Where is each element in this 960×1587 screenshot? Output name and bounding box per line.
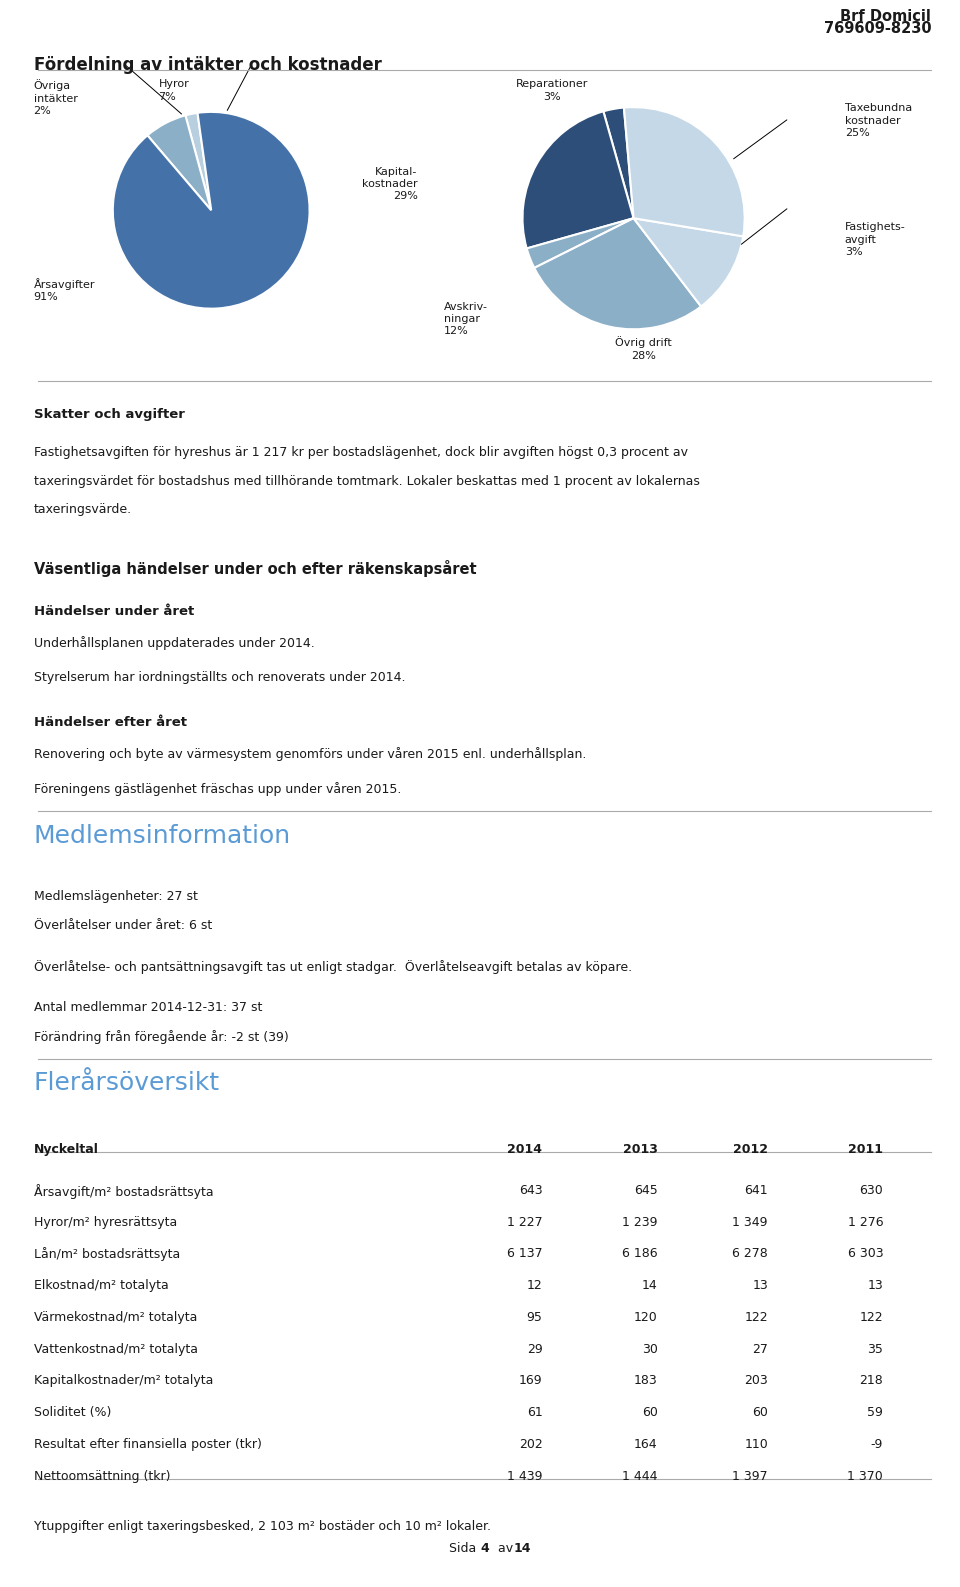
Text: Övriga
intäkter
2%: Övriga intäkter 2% <box>34 79 78 116</box>
Text: Reparationer
3%: Reparationer 3% <box>516 79 588 102</box>
Text: Nettoomsättning (tkr): Nettoomsättning (tkr) <box>34 1470 170 1482</box>
Text: 122: 122 <box>744 1311 768 1324</box>
Text: Händelser under året: Händelser under året <box>34 605 194 617</box>
Text: Årsavgift/m² bostadsrättsyta: Årsavgift/m² bostadsrättsyta <box>34 1184 213 1198</box>
Text: Värmekostnad/m² totalyta: Värmekostnad/m² totalyta <box>34 1311 197 1324</box>
Text: Styrelserum har iordningställts och renoverats under 2014.: Styrelserum har iordningställts och reno… <box>34 671 405 684</box>
Text: 60: 60 <box>752 1406 768 1419</box>
Text: 1 444: 1 444 <box>622 1470 658 1482</box>
Text: Ytuppgifter enligt taxeringsbesked, 2 103 m² bostäder och 10 m² lokaler.: Ytuppgifter enligt taxeringsbesked, 2 10… <box>34 1520 491 1533</box>
Wedge shape <box>185 113 211 209</box>
Text: 6 137: 6 137 <box>507 1247 542 1260</box>
Text: Underhållsplanen uppdaterades under 2014.: Underhållsplanen uppdaterades under 2014… <box>34 636 314 651</box>
Text: Brf Domicil: Brf Domicil <box>840 8 931 24</box>
Text: Avskriv-
ningar
12%: Avskriv- ningar 12% <box>444 302 488 336</box>
Text: Elkostnad/m² totalyta: Elkostnad/m² totalyta <box>34 1279 168 1292</box>
Text: 183: 183 <box>634 1374 658 1387</box>
Text: 164: 164 <box>634 1438 658 1451</box>
Text: Fastighets-
avgift
3%: Fastighets- avgift 3% <box>845 222 905 257</box>
Text: 12: 12 <box>527 1279 542 1292</box>
Text: Överlåtelser under året: 6 st: Överlåtelser under året: 6 st <box>34 919 212 932</box>
Text: 122: 122 <box>859 1311 883 1324</box>
Text: 2014: 2014 <box>508 1143 542 1155</box>
Text: 2013: 2013 <box>623 1143 658 1155</box>
Wedge shape <box>148 116 211 209</box>
Text: 1 276: 1 276 <box>848 1216 883 1228</box>
Text: Väsentliga händelser under och efter räkenskapsåret: Väsentliga händelser under och efter räk… <box>34 560 476 578</box>
Text: 203: 203 <box>744 1374 768 1387</box>
Text: 1 439: 1 439 <box>507 1470 542 1482</box>
Wedge shape <box>535 219 701 329</box>
Text: 14: 14 <box>642 1279 658 1292</box>
Text: 27: 27 <box>752 1343 768 1355</box>
Text: -9: -9 <box>871 1438 883 1451</box>
Text: 2011: 2011 <box>849 1143 883 1155</box>
Text: Hyror/m² hyresrättsyta: Hyror/m² hyresrättsyta <box>34 1216 177 1228</box>
Text: Skatter och avgifter: Skatter och avgifter <box>34 408 184 421</box>
Text: 169: 169 <box>518 1374 542 1387</box>
Text: 59: 59 <box>867 1406 883 1419</box>
Text: 1 239: 1 239 <box>622 1216 658 1228</box>
Text: 641: 641 <box>744 1184 768 1197</box>
Text: Nyckeltal: Nyckeltal <box>34 1143 99 1155</box>
Text: 218: 218 <box>859 1374 883 1387</box>
Text: Fastighetsavgiften för hyreshus är 1 217 kr per bostadslägenhet, dock blir avgif: Fastighetsavgiften för hyreshus är 1 217… <box>34 446 687 459</box>
Wedge shape <box>113 113 309 308</box>
Text: 1 349: 1 349 <box>732 1216 768 1228</box>
Text: Händelser efter året: Händelser efter året <box>34 716 186 728</box>
Text: Resultat efter finansiella poster (tkr): Resultat efter finansiella poster (tkr) <box>34 1438 261 1451</box>
Wedge shape <box>603 108 634 219</box>
Text: 769609-8230: 769609-8230 <box>824 21 931 37</box>
Text: 35: 35 <box>867 1343 883 1355</box>
Text: Förändring från föregående år: -2 st (39): Förändring från föregående år: -2 st (39… <box>34 1030 288 1044</box>
Text: Övrig drift
28%: Övrig drift 28% <box>614 336 672 360</box>
Text: 110: 110 <box>744 1438 768 1451</box>
Text: 6 303: 6 303 <box>848 1247 883 1260</box>
Text: Taxebundna
kostnader
25%: Taxebundna kostnader 25% <box>845 103 912 138</box>
Text: 30: 30 <box>641 1343 658 1355</box>
Text: 1 397: 1 397 <box>732 1470 768 1482</box>
Text: 4: 4 <box>480 1543 489 1555</box>
Text: 13: 13 <box>753 1279 768 1292</box>
Text: taxeringsvärde.: taxeringsvärde. <box>34 503 132 516</box>
Text: Flerårsöversikt: Flerårsöversikt <box>34 1071 220 1095</box>
Text: 202: 202 <box>518 1438 542 1451</box>
Text: Fördelning av intäkter och kostnader: Fördelning av intäkter och kostnader <box>34 56 381 73</box>
Text: 6 278: 6 278 <box>732 1247 768 1260</box>
Text: 14: 14 <box>514 1543 531 1555</box>
Text: Lån/m² bostadsrättsyta: Lån/m² bostadsrättsyta <box>34 1247 180 1262</box>
Text: Årsavgifter
91%: Årsavgifter 91% <box>34 278 95 302</box>
Text: av: av <box>494 1543 517 1555</box>
Text: 630: 630 <box>859 1184 883 1197</box>
Text: 13: 13 <box>868 1279 883 1292</box>
Text: Antal medlemmar 2014-12-31: 37 st: Antal medlemmar 2014-12-31: 37 st <box>34 1001 262 1014</box>
Text: Kapital-
kostnader
29%: Kapital- kostnader 29% <box>362 167 418 202</box>
Text: 29: 29 <box>527 1343 542 1355</box>
Wedge shape <box>624 108 745 236</box>
Text: Överlåtelse- och pantsättningsavgift tas ut enligt stadgar.  Överlåtelseavgift b: Överlåtelse- och pantsättningsavgift tas… <box>34 960 632 974</box>
Wedge shape <box>527 219 634 268</box>
Text: Hyror
7%: Hyror 7% <box>158 79 189 102</box>
Wedge shape <box>522 111 634 249</box>
Text: 1 370: 1 370 <box>848 1470 883 1482</box>
Text: Renovering och byte av värmesystem genomförs under våren 2015 enl. underhållspla: Renovering och byte av värmesystem genom… <box>34 747 586 762</box>
Text: Kapitalkostnader/m² totalyta: Kapitalkostnader/m² totalyta <box>34 1374 213 1387</box>
Text: Soliditet (%): Soliditet (%) <box>34 1406 111 1419</box>
Wedge shape <box>634 219 743 306</box>
Text: 643: 643 <box>518 1184 542 1197</box>
Text: Medlemsinformation: Medlemsinformation <box>34 824 291 847</box>
Text: 6 186: 6 186 <box>622 1247 658 1260</box>
Text: 60: 60 <box>641 1406 658 1419</box>
Text: taxeringsvärdet för bostadshus med tillhörande tomtmark. Lokaler beskattas med 1: taxeringsvärdet för bostadshus med tillh… <box>34 475 700 487</box>
Text: Vattenkostnad/m² totalyta: Vattenkostnad/m² totalyta <box>34 1343 198 1355</box>
Text: 61: 61 <box>527 1406 542 1419</box>
Text: Sida: Sida <box>448 1543 480 1555</box>
Text: Medlemslägenheter: 27 st: Medlemslägenheter: 27 st <box>34 890 198 903</box>
Text: 645: 645 <box>634 1184 658 1197</box>
Text: 95: 95 <box>526 1311 542 1324</box>
Text: 1 227: 1 227 <box>507 1216 542 1228</box>
Text: Föreningens gästlägenhet fräschas upp under våren 2015.: Föreningens gästlägenhet fräschas upp un… <box>34 782 401 797</box>
Text: 120: 120 <box>634 1311 658 1324</box>
Text: 2012: 2012 <box>733 1143 768 1155</box>
